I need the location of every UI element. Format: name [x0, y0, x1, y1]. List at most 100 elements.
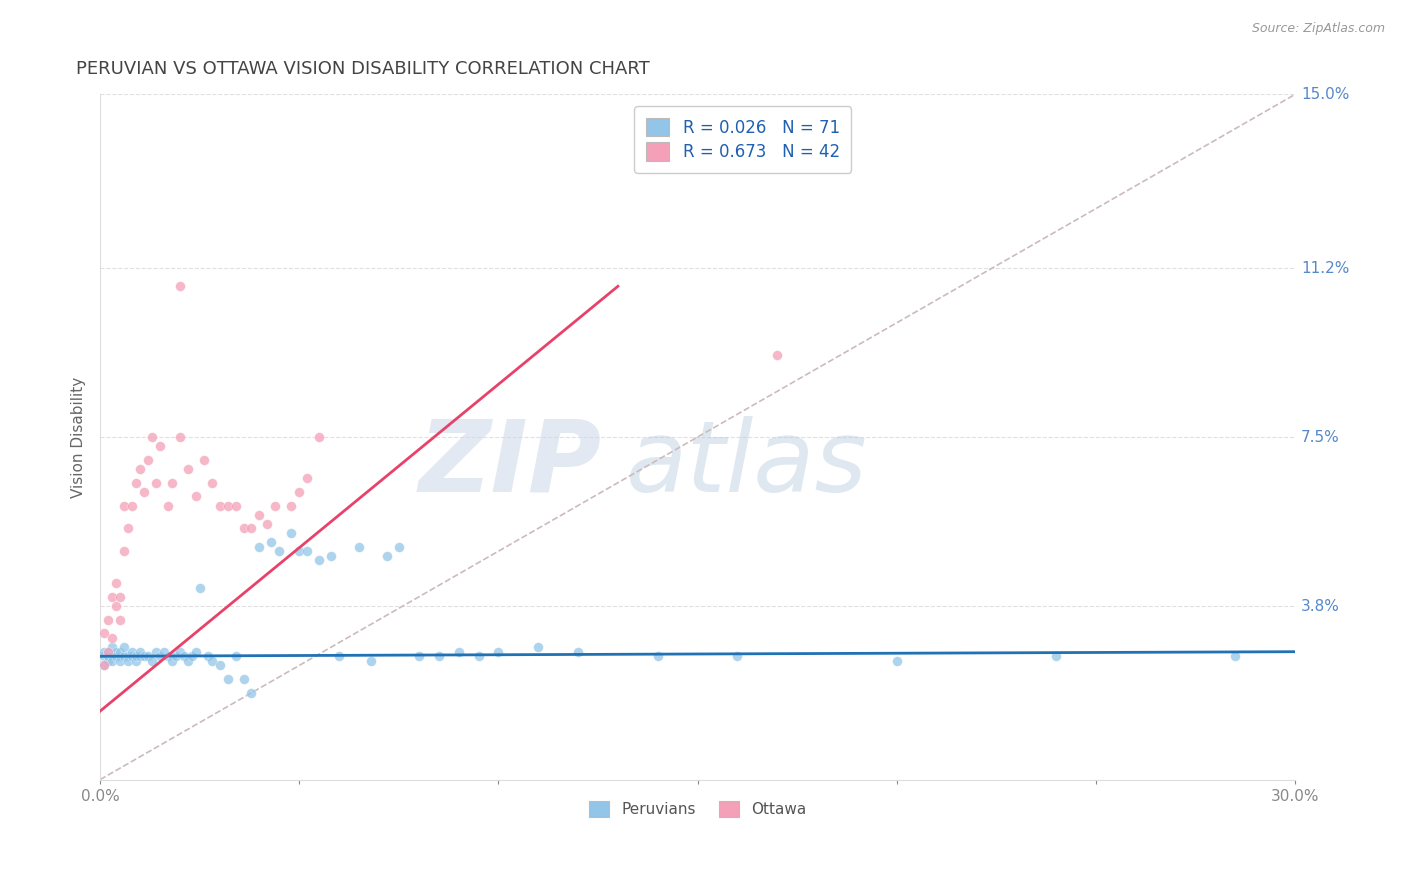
- Text: ZIP: ZIP: [419, 416, 602, 513]
- Point: [105, 649, 128, 664]
- Point: [225, 649, 247, 664]
- Point: [132, 649, 155, 664]
- Point: [375, 549, 398, 563]
- Point: [280, 525, 302, 540]
- Point: [308, 430, 330, 444]
- Point: [149, 439, 172, 453]
- Text: 15.0%: 15.0%: [1301, 87, 1350, 102]
- Point: [145, 645, 167, 659]
- Point: [117, 654, 139, 668]
- Point: [93, 626, 115, 640]
- Point: [145, 475, 167, 490]
- Point: [217, 672, 239, 686]
- Point: [256, 516, 278, 531]
- Point: [467, 649, 489, 664]
- Point: [288, 484, 311, 499]
- Point: [269, 544, 291, 558]
- Point: [766, 348, 789, 362]
- Point: [188, 581, 211, 595]
- Point: [105, 576, 128, 591]
- Point: [184, 645, 207, 659]
- Point: [308, 553, 330, 567]
- Point: [93, 649, 115, 664]
- Point: [117, 521, 139, 535]
- Point: [647, 649, 669, 664]
- Point: [141, 654, 163, 668]
- Point: [328, 649, 350, 664]
- Point: [280, 499, 302, 513]
- Point: [97, 613, 120, 627]
- Point: [101, 640, 124, 654]
- Point: [97, 645, 120, 659]
- Text: PERUVIAN VS OTTAWA VISION DISABILITY CORRELATION CHART: PERUVIAN VS OTTAWA VISION DISABILITY COR…: [76, 60, 650, 78]
- Point: [149, 649, 172, 664]
- Point: [136, 649, 159, 664]
- Point: [388, 540, 411, 554]
- Point: [97, 654, 120, 668]
- Point: [264, 499, 287, 513]
- Point: [112, 640, 135, 654]
- Point: [112, 499, 135, 513]
- Text: atlas: atlas: [626, 416, 868, 513]
- Point: [108, 613, 131, 627]
- Point: [193, 453, 215, 467]
- Point: [177, 462, 200, 476]
- Point: [156, 499, 179, 513]
- Point: [297, 544, 319, 558]
- Point: [101, 649, 124, 664]
- Text: 11.2%: 11.2%: [1301, 260, 1350, 276]
- Point: [527, 640, 550, 654]
- Point: [260, 535, 283, 549]
- Point: [240, 686, 263, 700]
- Point: [160, 475, 183, 490]
- Legend: Peruvians, Ottawa: Peruvians, Ottawa: [583, 795, 813, 823]
- Point: [93, 658, 115, 673]
- Point: [240, 521, 263, 535]
- Point: [184, 490, 207, 504]
- Point: [165, 649, 187, 664]
- Point: [225, 499, 247, 513]
- Point: [108, 645, 131, 659]
- Point: [249, 508, 271, 522]
- Point: [169, 430, 191, 444]
- Point: [1045, 649, 1067, 664]
- Point: [129, 645, 152, 659]
- Point: [121, 649, 143, 664]
- Point: [427, 649, 450, 664]
- Point: [125, 649, 148, 664]
- Point: [197, 649, 219, 664]
- Point: [129, 462, 152, 476]
- Point: [153, 645, 176, 659]
- Point: [169, 279, 191, 293]
- Point: [347, 540, 370, 554]
- Point: [108, 649, 131, 664]
- Point: [408, 649, 430, 664]
- Text: Source: ZipAtlas.com: Source: ZipAtlas.com: [1251, 22, 1385, 36]
- Point: [112, 649, 135, 664]
- Point: [156, 649, 179, 664]
- Point: [169, 645, 191, 659]
- Point: [129, 649, 152, 664]
- Point: [160, 654, 183, 668]
- Point: [201, 475, 224, 490]
- Point: [232, 672, 254, 686]
- Point: [232, 521, 254, 535]
- Point: [1225, 649, 1247, 664]
- Point: [125, 475, 148, 490]
- Point: [125, 654, 148, 668]
- Point: [180, 649, 202, 664]
- Point: [173, 649, 195, 664]
- Point: [105, 645, 128, 659]
- Point: [725, 649, 748, 664]
- Point: [201, 654, 224, 668]
- Point: [141, 430, 163, 444]
- Point: [105, 599, 128, 613]
- Point: [249, 540, 271, 554]
- Point: [136, 453, 159, 467]
- Point: [208, 658, 231, 673]
- Point: [112, 544, 135, 558]
- Text: 3.8%: 3.8%: [1301, 599, 1340, 614]
- Point: [177, 654, 200, 668]
- Point: [101, 654, 124, 668]
- Point: [567, 645, 589, 659]
